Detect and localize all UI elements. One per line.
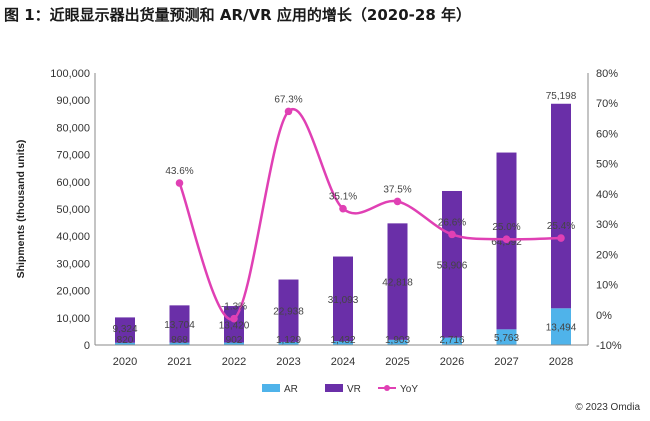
ar-data-label: 2,716	[439, 335, 464, 346]
x-tick-label: 2025	[385, 356, 409, 368]
x-tick-label: 2023	[276, 356, 300, 368]
legend-yoy-label: YoY	[400, 384, 418, 395]
y2-tick-label: 10%	[596, 280, 618, 292]
x-tick-label: 2024	[331, 356, 355, 368]
ar-data-label: 13,494	[546, 323, 577, 334]
yoy-data-label: 37.5%	[383, 184, 411, 195]
bar-ar	[387, 339, 408, 345]
y2-tick-label: 20%	[596, 249, 618, 261]
legend-vr-label: VR	[347, 384, 361, 395]
ar-data-label: 902	[226, 335, 243, 346]
ar-data-label: 1,129	[276, 335, 301, 346]
yoy-point	[502, 235, 511, 244]
x-tick-label: 2022	[222, 356, 246, 368]
copyright-credit: © 2023 Omdia	[575, 402, 640, 413]
figure-title: 图 1：近眼显示器出货量预测和 AR/VR 应用的增长（2020-28 年）	[4, 6, 471, 24]
y2-tick-label: 0%	[596, 310, 612, 322]
yoy-data-label: 43.6%	[165, 166, 193, 177]
yoy-point	[339, 204, 347, 213]
yoy-data-label: 35.1%	[329, 192, 357, 203]
yoy-point	[230, 314, 238, 323]
y2-tick-label: 40%	[596, 189, 618, 201]
yoy-point	[557, 234, 565, 242]
y-tick-label: 90,000	[56, 95, 90, 107]
bar-vr	[278, 279, 299, 342]
vr-data-label: 22,938	[273, 307, 304, 318]
y2-tick-label: 50%	[596, 159, 618, 171]
x-tick-label: 2021	[167, 356, 191, 368]
vr-data-label: 75,198	[546, 91, 577, 102]
yoy-data-label: 25.4%	[547, 221, 575, 232]
bar-vr	[169, 305, 190, 343]
bar-ar	[278, 341, 299, 345]
bar-ar	[496, 329, 517, 345]
ar-data-label: 1,432	[330, 335, 355, 346]
x-tick-label: 2020	[113, 356, 137, 368]
yoy-data-label: 25.0%	[492, 222, 520, 233]
y2-tick-label: 70%	[596, 98, 618, 110]
bar-vr	[551, 103, 571, 309]
bar-ar	[224, 342, 244, 345]
vr-data-label: 31,093	[328, 295, 359, 306]
vr-data-label: 13,420	[219, 320, 250, 331]
bar-ar	[169, 342, 190, 345]
vr-data-label: 53,906	[437, 260, 468, 271]
yoy-data-label: -1.3%	[221, 302, 247, 313]
bar-ar	[442, 337, 462, 345]
y-tick-label: 40,000	[56, 231, 90, 243]
ar-data-label: 868	[171, 335, 188, 346]
yoy-point	[175, 179, 184, 187]
y2-tick-label: 30%	[596, 219, 618, 231]
legend-ar-swatch	[262, 384, 280, 392]
y-tick-label: 30,000	[56, 258, 90, 270]
y2-tick-label: -10%	[596, 340, 622, 352]
bar-vr	[442, 190, 462, 338]
yoy-point	[448, 230, 456, 239]
bar-ar	[551, 308, 571, 345]
yoy-point	[393, 197, 402, 206]
x-tick-label: 2026	[440, 356, 464, 368]
ar-data-label: 820	[117, 335, 134, 346]
y-tick-label: 0	[84, 340, 90, 352]
ar-data-label: 1,903	[385, 335, 410, 346]
bar-vr	[115, 317, 135, 343]
y-tick-label: 80,000	[56, 122, 90, 134]
yoy-data-label: 67.3%	[274, 94, 302, 105]
ar-data-label: 5,763	[494, 333, 519, 344]
yoy-point	[284, 107, 293, 116]
y-tick-label: 50,000	[56, 204, 90, 216]
vr-data-label: 9,324	[112, 324, 137, 335]
y-tick-label: 20,000	[56, 286, 90, 298]
vr-data-label: 42,818	[382, 278, 413, 289]
bar-ar	[333, 341, 353, 345]
y-tick-label: 60,000	[56, 177, 90, 189]
legend-ar-label: AR	[284, 384, 298, 395]
legend-yoy-marker	[384, 385, 390, 391]
x-tick-label: 2028	[549, 356, 573, 368]
yoy-data-label: 26.6%	[438, 217, 466, 228]
x-tick-label: 2027	[494, 356, 518, 368]
bar-vr	[224, 306, 244, 343]
y-axis-title: Shipments (thousand units)	[15, 140, 27, 279]
bar-vr	[333, 256, 353, 342]
bar-vr	[387, 223, 408, 340]
y-tick-label: 10,000	[56, 313, 90, 325]
y2-tick-label: 80%	[596, 68, 618, 80]
y-tick-label: 70,000	[56, 150, 90, 162]
vr-data-label: 13,704	[164, 320, 195, 331]
legend-vr-swatch	[325, 384, 343, 392]
bar-ar	[115, 342, 135, 345]
y-tick-label: 100,000	[50, 68, 90, 80]
y2-tick-label: 60%	[596, 128, 618, 140]
